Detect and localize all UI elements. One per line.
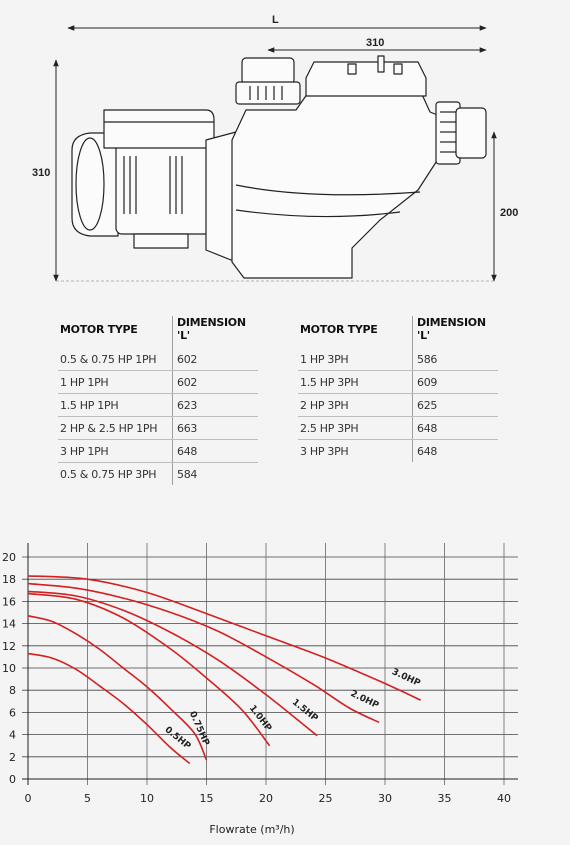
y-tick-label: 8: [9, 684, 16, 697]
x-tick-label: 40: [497, 792, 511, 805]
series-line-1-5hp: [27, 590, 318, 737]
chart-grid: [22, 543, 518, 785]
x-tick-label: 20: [259, 792, 273, 805]
curve-label: 0.75HP: [187, 710, 211, 748]
table-row: 2.5 HP 3PH 648: [298, 416, 498, 440]
dimension-cell: 602: [172, 348, 258, 371]
table-row: 3 HP 3PH 648: [298, 439, 498, 462]
series-line-1-0hp: [27, 592, 271, 747]
table-row: 1 HP 3PH 586: [298, 348, 498, 371]
dimension-cell: 586: [412, 348, 498, 371]
motor-type-cell: 2 HP & 2.5 HP 1PH: [58, 416, 173, 440]
motor-type-cell: 1 HP 1PH: [58, 370, 173, 394]
y-tick-label: 12: [2, 640, 16, 653]
x-tick-label: 5: [84, 792, 91, 805]
table-row: 0.5 & 0.75 HP 1PH 602: [58, 348, 258, 371]
motor-type-cell: 0.5 & 0.75 HP 1PH: [58, 348, 173, 371]
motor-type-cell: 1 HP 3PH: [298, 348, 413, 371]
curve-label: 3.0HP: [390, 667, 422, 689]
motor-type-cell: 2 HP 3PH: [298, 393, 413, 417]
x-tick-label: 0: [25, 792, 32, 805]
series-line-0-75hp: [27, 615, 208, 761]
curve-label: 1.5HP: [290, 697, 320, 724]
x-tick-label: 15: [200, 792, 214, 805]
curve-label: 0.5HP: [163, 725, 193, 752]
x-axis-title: Flowrate (m³/h): [209, 823, 294, 836]
table-header-dimension: DIMENSION 'L': [172, 316, 258, 348]
x-tick-label: 35: [438, 792, 452, 805]
dimension-cell: 648: [172, 439, 258, 463]
svg-text:L: L: [272, 14, 279, 26]
dimension-cell: 584: [172, 462, 258, 485]
table-row: 0.5 & 0.75 HP 3PH 584: [58, 462, 258, 485]
y-tick-label: 18: [2, 573, 16, 586]
dimension-inlet-height: 200: [491, 131, 518, 282]
dimension-table-3ph: MOTOR TYPE DIMENSION 'L' 1 HP 3PH 586 1.5…: [298, 316, 498, 462]
dimension-cell: 663: [172, 416, 258, 440]
pump-dimension-drawing: L 310 310 200: [32, 14, 518, 282]
y-tick-label: 0: [9, 773, 16, 786]
svg-text:200: 200: [500, 207, 518, 219]
dimension-cell: 609: [412, 370, 498, 394]
dimension-table-1ph: MOTOR TYPE DIMENSION 'L' 0.5 & 0.75 HP 1…: [58, 316, 258, 485]
y-tick-label: 6: [9, 706, 16, 719]
motor-type-cell: 1.5 HP 1PH: [58, 393, 173, 417]
table-header-dimension: DIMENSION 'L': [412, 316, 498, 348]
table-row: 1.5 HP 3PH 609: [298, 370, 498, 394]
table-row: 1.5 HP 1PH 623: [58, 393, 258, 417]
x-tick-label: 10: [140, 792, 154, 805]
x-tick-label: 30: [378, 792, 392, 805]
curve-label: 2.0HP: [349, 689, 381, 711]
y-tick-label: 16: [2, 595, 16, 608]
x-tick-label: 25: [319, 792, 333, 805]
series-line-3-0hp: [27, 575, 422, 701]
svg-text:310: 310: [366, 37, 384, 49]
table-header-motor-type: MOTOR TYPE: [300, 322, 378, 336]
motor-type-cell: 3 HP 1PH: [58, 439, 173, 463]
y-tick-label: 14: [2, 618, 16, 631]
table-row: 3 HP 1PH 648: [58, 439, 258, 463]
motor-type-cell: 0.5 & 0.75 HP 3PH: [60, 467, 157, 481]
curve-label: 1.0HP: [247, 704, 274, 734]
pump-outline: [71, 55, 487, 279]
dimension-l: L: [67, 14, 487, 31]
series-line-2-0hp: [27, 582, 380, 724]
table-header-motor-type: MOTOR TYPE: [60, 322, 138, 336]
y-tick-label: 2: [9, 751, 16, 764]
dimension-cell: 625: [412, 393, 498, 417]
dimension-cell: 648: [412, 416, 498, 440]
dimension-height: 310: [32, 59, 59, 282]
dimension-cell: 648: [412, 439, 498, 462]
motor-type-cell: 1.5 HP 3PH: [298, 370, 413, 394]
table-row: 2 HP & 2.5 HP 1PH 663: [58, 416, 258, 440]
dimension-cell: 602: [172, 370, 258, 394]
motor-type-cell: 2.5 HP 3PH: [298, 416, 413, 440]
svg-text:310: 310: [32, 167, 50, 179]
motor-type-cell: 3 HP 3PH: [300, 444, 349, 458]
chart-series: [27, 575, 422, 765]
y-tick-label: 20: [2, 551, 16, 564]
dimension-cell: 623: [172, 393, 258, 417]
table-row: 2 HP 3PH 625: [298, 393, 498, 417]
dimension-pump-width: 310: [267, 37, 487, 53]
y-tick-label: 4: [9, 729, 16, 742]
table-row: 1 HP 1PH 602: [58, 370, 258, 394]
y-tick-label: 10: [2, 662, 16, 675]
chart-axes: 0 2 4 6 8 10 12 14 16 18 20 0 5 10 15 20 25 30 35 40: [2, 543, 518, 805]
series-line-0-5hp: [27, 652, 191, 765]
